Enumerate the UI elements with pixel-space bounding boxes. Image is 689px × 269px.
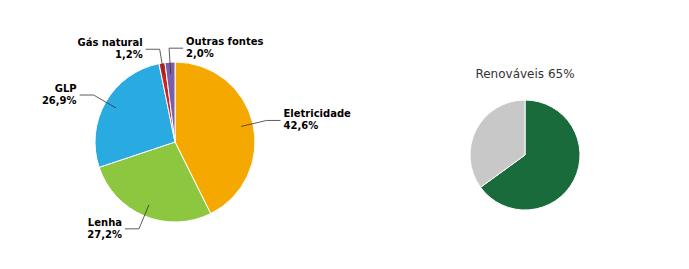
slice-label: Outras fontes2,0% — [169, 36, 263, 74]
category-label: Eletricidade — [284, 108, 352, 119]
slice-label: Lenha27,2% — [87, 205, 149, 240]
leader-line — [125, 205, 149, 229]
category-label: Lenha — [88, 217, 122, 228]
leader-line — [146, 49, 164, 75]
data-label: 1,2% — [115, 49, 143, 60]
pie-slice — [165, 62, 175, 142]
data-label: 27,2% — [87, 229, 122, 240]
pie-slice — [470, 100, 525, 187]
slice-label: Eletricidade42,6% — [241, 108, 351, 131]
slices — [95, 62, 255, 222]
category-label: Outras fontes — [186, 36, 263, 47]
leader-line — [169, 48, 183, 74]
pie-chart: Eletricidade42,6% Lenha27,2% GLP26,9% Gás n… — [42, 36, 351, 240]
data-label: 42,6% — [284, 120, 319, 131]
category-label: Gás natural — [77, 37, 142, 48]
pie-slice — [95, 64, 175, 168]
slice-label: Gás natural1,2% — [77, 37, 163, 75]
leader-line — [80, 95, 117, 108]
chart-canvas: Eletricidade42,6% Lenha27,2% GLP26,9% Gás n… — [0, 0, 689, 269]
labels: Eletricidade42,6% Lenha27,2% GLP26,9% Gás n… — [42, 36, 351, 240]
pie-slice — [159, 63, 175, 142]
leader-line — [241, 120, 280, 126]
pie-chart — [470, 100, 580, 210]
data-label: 2,0% — [186, 48, 214, 59]
chart-title: Renováveis 65% — [475, 67, 574, 81]
slices — [470, 100, 580, 210]
slice-label: GLP26,9% — [42, 83, 116, 108]
data-label: 26,9% — [42, 95, 77, 106]
category-label: GLP — [55, 83, 77, 94]
